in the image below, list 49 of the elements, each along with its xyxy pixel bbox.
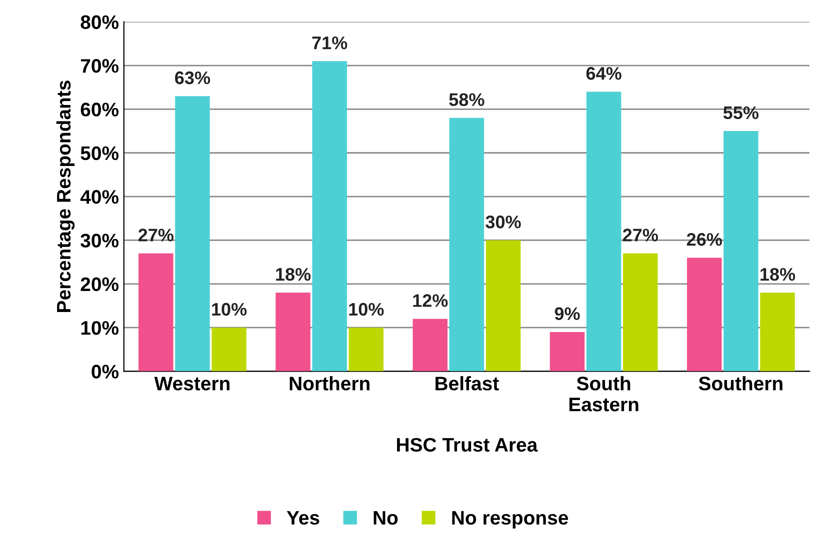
data-label: 9% <box>554 307 580 320</box>
y-tick-label: 30% <box>80 234 119 248</box>
data-label: 27% <box>622 228 658 242</box>
legend-label: Yes <box>286 511 320 525</box>
data-label: 64% <box>586 67 622 80</box>
bar <box>212 328 246 372</box>
bar <box>138 253 174 372</box>
data-label: 58% <box>449 93 484 106</box>
data-label: 18% <box>276 268 311 281</box>
bar <box>760 292 795 372</box>
bar <box>623 253 658 372</box>
x-tick-label: Belfast <box>436 376 499 390</box>
data-label: 10% <box>349 302 384 316</box>
y-tick-label: 0% <box>92 364 119 379</box>
bar <box>276 292 310 372</box>
bar <box>550 332 585 372</box>
bar <box>686 258 722 372</box>
x-tick-label: South Eastern <box>569 376 638 412</box>
legend-label: No response <box>452 511 568 528</box>
data-label: 18% <box>760 268 796 281</box>
data-label: 71% <box>312 36 348 50</box>
x-axis-title: HSC Trust Area <box>397 438 538 452</box>
bar <box>486 240 521 372</box>
y-axis-title: Percentage Respondants <box>56 80 75 312</box>
data-label: 55% <box>723 106 759 120</box>
legend-label: No <box>374 511 398 525</box>
y-tick-label: 80% <box>80 15 119 30</box>
bar <box>348 328 384 372</box>
data-label: 12% <box>413 294 448 307</box>
data-label: 26% <box>686 233 722 246</box>
y-tick-label: 50% <box>80 146 119 160</box>
data-label: 63% <box>175 71 210 84</box>
bar <box>412 318 448 372</box>
x-tick-label: Western <box>154 376 230 390</box>
y-tick-label: 10% <box>81 321 119 335</box>
bar <box>175 96 210 372</box>
bar <box>449 118 484 372</box>
data-label: 10% <box>212 302 247 316</box>
y-tick-label: 40% <box>80 190 119 204</box>
y-tick-label: 60% <box>80 102 119 116</box>
x-tick-label: Southern <box>698 376 782 390</box>
bar <box>312 61 347 372</box>
bar <box>724 131 758 372</box>
data-label: 30% <box>486 216 521 228</box>
x-tick-label: Northern <box>290 376 370 390</box>
y-tick-label: 20% <box>80 277 119 292</box>
y-tick-label: 70% <box>80 58 119 73</box>
data-label: 27% <box>138 228 174 242</box>
bar <box>586 92 622 372</box>
